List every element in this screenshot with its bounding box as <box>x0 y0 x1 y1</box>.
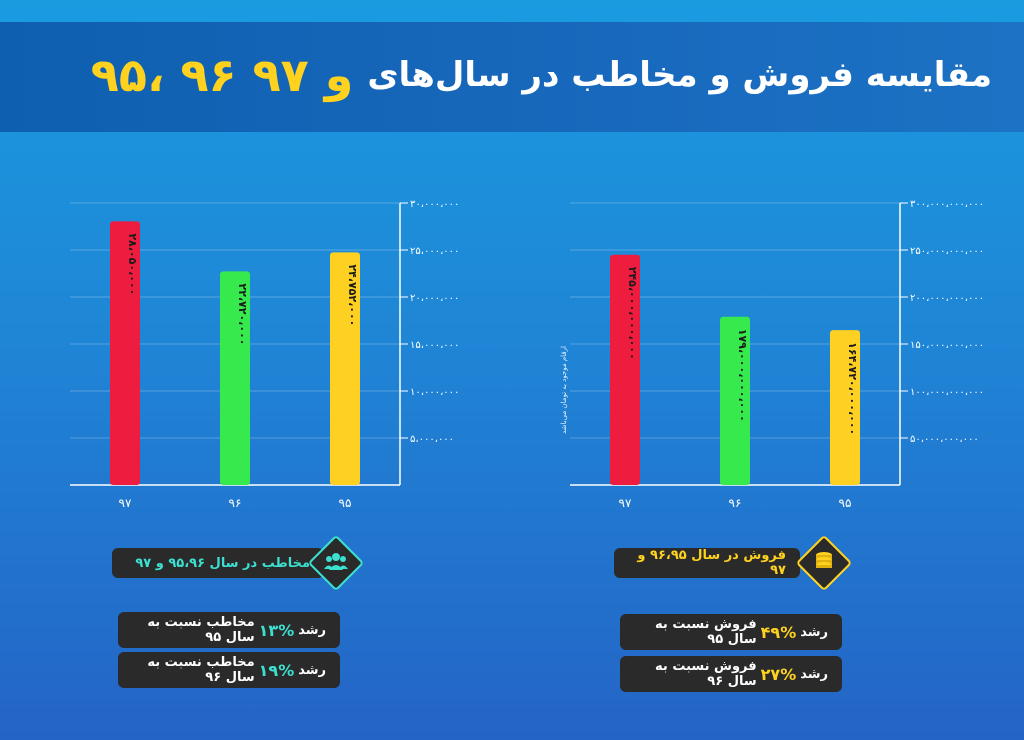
y-tick-label: ۱۰،۰۰۰،۰۰۰ <box>410 387 459 398</box>
bar-value-label: ۱۷۹،۰۰۰،۰۰۰،۰۰۰ <box>736 329 749 422</box>
y-tick-label: ۲۵۰،۰۰۰،۰۰۰،۰۰۰ <box>910 246 984 257</box>
stat-prefix: رشد <box>298 662 326 678</box>
sales-legend: فروش در سال ۹۶،۹۵ و ۹۷ <box>614 548 800 578</box>
x-tick-label: ۹۷ <box>619 496 632 510</box>
bar <box>830 330 860 485</box>
stat-percent: ۱۹% <box>258 660 295 680</box>
y-tick-label: ۲۵،۰۰۰،۰۰۰ <box>410 246 459 257</box>
coins-icon <box>795 534 853 592</box>
people-icon <box>307 534 365 592</box>
y-tick-label: ۲۰۰،۰۰۰،۰۰۰،۰۰۰ <box>910 293 984 304</box>
x-tick-label: ۹۶ <box>229 496 242 510</box>
bar-value-label: ۱۶۴،۷۲۰،۰۰۰،۰۰۰ <box>846 342 859 435</box>
audience-chart: ۳۰،۰۰۰،۰۰۰ ۲۵،۰۰۰،۰۰۰ ۲۰،۰۰۰،۰۰۰ ۱۵،۰۰۰،۰۰۰… <box>70 195 460 510</box>
bar-value-label: ۲۲،۷۲۰،۰۰۰ <box>236 283 249 345</box>
stat-prefix: رشد <box>800 666 828 682</box>
bar <box>110 221 140 485</box>
stat-suffix: فروش نسبت به سال ۹۶ <box>655 659 757 689</box>
y-tick-label: ۱۵،۰۰۰،۰۰۰ <box>410 340 459 351</box>
bar <box>720 316 750 485</box>
audience-legend-text: مخاطب در سال ۹۵،۹۶ و ۹۷ <box>135 555 310 571</box>
y-tick-label: ۵۰،۰۰۰،۰۰۰،۰۰۰ <box>910 434 979 445</box>
y-tick-label: ۲۰،۰۰۰،۰۰۰ <box>410 293 459 304</box>
bar-value-label: ۲۴،۷۵۲،۰۰۰ <box>346 264 359 326</box>
page-title: مقایسه فروش و مخاطب در سال‌های ۹۵، ۹۶ و … <box>91 40 992 110</box>
stat-percent: ۲۷% <box>760 664 797 684</box>
audience-stat-95: رشد ۱۳% مخاطب نسبت به سال ۹۵ <box>118 612 340 648</box>
stat-percent: ۱۳% <box>258 620 295 640</box>
stat-suffix: مخاطب نسبت به سال ۹۶ <box>147 655 255 685</box>
stat-percent: ۴۹% <box>760 622 797 642</box>
y-tick-label: ۳۰،۰۰۰،۰۰۰ <box>410 199 459 210</box>
bar <box>330 252 360 485</box>
axis-unit-note: ارقام موجود به تومان می‌باشد <box>560 346 568 434</box>
sales-stat-96: رشد ۲۷% فروش نسبت به سال ۹۶ <box>620 656 842 692</box>
title-text: مقایسه فروش و مخاطب در سال‌های <box>367 55 992 95</box>
sales-legend-text: فروش در سال ۹۶،۹۵ و ۹۷ <box>637 548 786 578</box>
y-tick-label: ۵،۰۰۰،۰۰۰ <box>410 434 454 445</box>
stat-prefix: رشد <box>800 624 828 640</box>
title-banner <box>0 22 1024 132</box>
bar-value-label: ۲۴۵،۰۰۰،۰۰۰،۰۰۰ <box>626 267 639 360</box>
sales-stat-95: رشد ۴۹% فروش نسبت به سال ۹۵ <box>620 614 842 650</box>
stat-suffix: فروش نسبت به سال ۹۵ <box>655 617 757 647</box>
y-tick-label: ۱۰۰،۰۰۰،۰۰۰،۰۰۰ <box>910 387 984 398</box>
x-tick-label: ۹۵ <box>339 496 352 510</box>
title-years: ۹۵، ۹۶ و ۹۷ <box>90 48 354 102</box>
chart-svg: ۳۰۰،۰۰۰،۰۰۰،۰۰۰ ۲۵۰،۰۰۰،۰۰۰،۰۰۰ ۲۰۰،۰۰۰،۰۰… <box>570 199 984 510</box>
x-tick-label: ۹۵ <box>839 496 852 510</box>
stat-suffix: مخاطب نسبت به سال ۹۵ <box>147 615 255 645</box>
stat-prefix: رشد <box>298 622 326 638</box>
bar-value-label: ۲۸،۰۵۰،۰۰۰ <box>126 233 139 295</box>
chart-svg: ۳۰،۰۰۰،۰۰۰ ۲۵،۰۰۰،۰۰۰ ۲۰،۰۰۰،۰۰۰ ۱۵،۰۰۰،۰۰۰… <box>70 199 459 510</box>
x-tick-label: ۹۷ <box>119 496 132 510</box>
sales-chart: ۳۰۰،۰۰۰،۰۰۰،۰۰۰ ۲۵۰،۰۰۰،۰۰۰،۰۰۰ ۲۰۰،۰۰۰،۰۰… <box>570 195 984 510</box>
y-tick-label: ۳۰۰،۰۰۰،۰۰۰،۰۰۰ <box>910 199 984 210</box>
y-tick-label: ۱۵۰،۰۰۰،۰۰۰،۰۰۰ <box>910 340 984 351</box>
bar <box>220 271 250 485</box>
x-tick-label: ۹۶ <box>729 496 742 510</box>
audience-legend: مخاطب در سال ۹۵،۹۶ و ۹۷ <box>112 548 324 578</box>
audience-stat-96: رشد ۱۹% مخاطب نسبت به سال ۹۶ <box>118 652 340 688</box>
bar <box>610 254 640 485</box>
